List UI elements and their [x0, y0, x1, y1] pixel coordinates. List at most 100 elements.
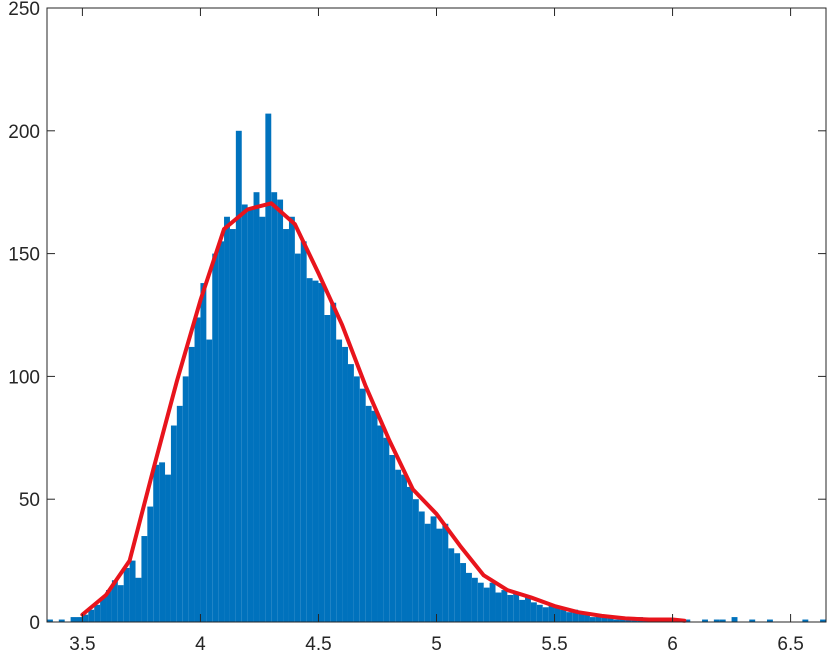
- fit-curve: [80, 201, 687, 623]
- bar: [607, 617, 614, 622]
- bar: [147, 506, 154, 622]
- bar: [235, 130, 242, 623]
- bar: [218, 241, 225, 622]
- bar: [572, 609, 579, 622]
- bar: [702, 619, 708, 622]
- bar: [312, 280, 319, 622]
- bar: [165, 474, 171, 622]
- x-tick-label: 5.5: [541, 634, 567, 655]
- bar: [129, 560, 136, 622]
- bar: [106, 590, 112, 622]
- bar: [454, 553, 461, 622]
- bar: [519, 599, 526, 622]
- bar: [253, 192, 260, 622]
- bar: [153, 464, 160, 622]
- bar: [288, 216, 295, 622]
- bar: [613, 619, 620, 622]
- bar: [436, 528, 443, 622]
- bar: [595, 614, 602, 622]
- bar: [159, 462, 166, 622]
- bar: [141, 536, 148, 622]
- y-tick-label: 50: [19, 490, 40, 511]
- bar: [548, 604, 555, 622]
- bar: [330, 302, 337, 622]
- x-tick-label: 6.5: [777, 634, 803, 655]
- x-tick-label: 4.5: [305, 634, 331, 655]
- bar: [802, 619, 809, 622]
- bar: [513, 592, 520, 622]
- bar: [371, 410, 378, 622]
- bar: [294, 253, 301, 622]
- bar: [188, 346, 195, 622]
- bar: [306, 278, 313, 622]
- bar: [88, 609, 95, 622]
- bar: [259, 216, 266, 622]
- bar: [194, 317, 201, 622]
- bar: [271, 192, 278, 622]
- bar: [265, 113, 272, 622]
- bar: [412, 499, 419, 622]
- bar: [206, 339, 213, 622]
- bar: [318, 283, 325, 622]
- bar: [466, 572, 472, 622]
- bar: [365, 405, 372, 622]
- bar: [82, 614, 89, 622]
- bar: [324, 315, 331, 622]
- y-tick-label: 0: [29, 613, 40, 634]
- x-tick-label: 4: [195, 634, 206, 655]
- bar: [401, 474, 407, 622]
- bar: [542, 607, 549, 622]
- x-tick-label: 6: [667, 634, 678, 655]
- bar: [460, 563, 467, 622]
- bar: [336, 339, 343, 622]
- bar: [554, 607, 561, 622]
- bar: [182, 376, 189, 622]
- bar: [100, 597, 107, 622]
- bar: [766, 619, 773, 622]
- bar: [277, 199, 284, 622]
- bar: [229, 229, 236, 623]
- bar: [566, 612, 573, 622]
- bar: [489, 582, 496, 622]
- bar: [111, 580, 118, 622]
- bar: [247, 209, 254, 622]
- bar: [377, 425, 384, 622]
- bar: [442, 523, 449, 622]
- bar: [123, 567, 130, 622]
- x-tick-label: 3.5: [69, 634, 95, 655]
- bar: [200, 283, 207, 622]
- bar: [383, 437, 390, 622]
- bar: [347, 364, 354, 622]
- y-tick-label: 200: [8, 122, 40, 143]
- bar: [176, 405, 183, 622]
- bar: [170, 425, 177, 622]
- bar: [300, 241, 307, 622]
- bar: [483, 587, 490, 622]
- bar: [406, 486, 413, 622]
- y-tick-label: 250: [8, 0, 40, 20]
- bar: [448, 548, 455, 622]
- bar: [117, 585, 124, 622]
- bar: [47, 619, 53, 622]
- bar: [601, 617, 608, 622]
- bar: [76, 617, 83, 622]
- bar: [713, 619, 720, 622]
- bar: [719, 619, 726, 622]
- bar: [589, 617, 596, 622]
- bar: [507, 594, 514, 622]
- bar: [70, 617, 77, 622]
- bar: [94, 604, 101, 622]
- bar: [353, 376, 360, 622]
- bar: [58, 619, 65, 622]
- bar: [395, 469, 402, 622]
- bar: [625, 619, 632, 622]
- bar: [501, 590, 508, 622]
- bar: [424, 523, 431, 622]
- bar: [212, 253, 219, 622]
- bar: [731, 617, 738, 622]
- bar: [471, 577, 478, 622]
- bar: [241, 204, 248, 623]
- bar: [359, 388, 366, 622]
- bar: [283, 229, 289, 623]
